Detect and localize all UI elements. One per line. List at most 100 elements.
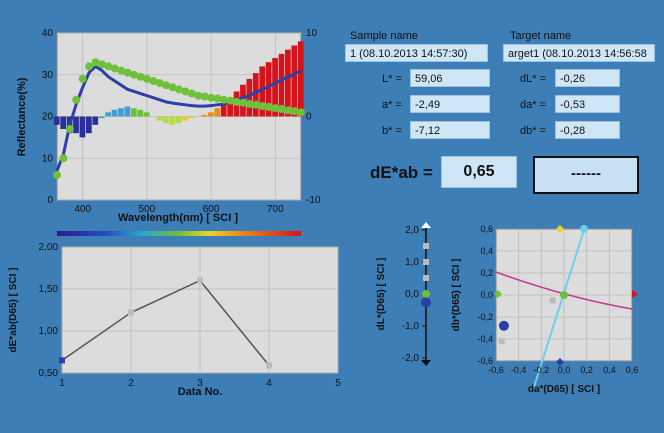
- sample-reflectance-point: [123, 68, 132, 77]
- dadb-grid: [496, 229, 632, 361]
- b-star-label: b* =: [382, 125, 402, 137]
- diff-bar: [285, 49, 291, 117]
- yellow-direction-marker: [556, 225, 564, 233]
- reflectance-y2tick: -10: [306, 195, 321, 206]
- sample-reflectance-point: [78, 74, 87, 83]
- target-reflectance-line: [55, 64, 302, 172]
- reflectance-y2tick: 10: [306, 28, 318, 39]
- dadb-xtick: -0,4: [511, 365, 527, 375]
- sample-reflectance-point: [252, 100, 261, 109]
- sample-reflectance-point: [194, 91, 203, 100]
- dE-history-chart: 1 2 3 4 5 0,50 1,00 1,50 2,00 Data No. dE*ab(D65…: [8, 242, 342, 398]
- dE-history-ytick: 1,00: [39, 326, 59, 337]
- sample-reflectance-point: [104, 62, 113, 71]
- dL-axis-chart: 2,0 1,0 0,0 -1,0 -2,0 dL*(D65) [ SCI ]: [376, 222, 431, 366]
- dE-history-ytick: 2,00: [39, 242, 59, 253]
- dadb-history-point: [549, 297, 556, 304]
- blue-direction-marker: [556, 358, 564, 366]
- sample-reflectance-point: [175, 85, 183, 94]
- dE-history-point: [128, 309, 134, 316]
- da-star-field: -0,53: [555, 95, 620, 113]
- sample-reflectance-point: [168, 83, 177, 92]
- sample-reflectance-point: [181, 87, 190, 96]
- dE-history-line: [61, 279, 270, 366]
- dE-history-xtick: 5: [335, 378, 341, 389]
- dE-history-xtick: 2: [128, 378, 134, 389]
- a-star-field: -2,49: [410, 95, 490, 113]
- diff-bar: [265, 62, 272, 117]
- dadb-xlabel: da*(D65) [ SCI ]: [528, 384, 600, 395]
- diff-bar: [182, 116, 189, 121]
- diff-bar: [272, 58, 278, 117]
- dL-bottom-arrow: [421, 360, 431, 366]
- dadb-markers: [498, 291, 568, 345]
- hue-line-end-marker: [580, 225, 588, 233]
- reflectance-ytick: 30: [42, 70, 54, 81]
- result-indicator: ------: [533, 156, 639, 194]
- dadb-history-point: [498, 338, 505, 345]
- sample-reflectance-point: [97, 60, 106, 69]
- diff-bar: [259, 66, 266, 117]
- diff-bar: [188, 116, 195, 119]
- reflectance-xtick: 400: [74, 204, 91, 215]
- reflectance-ylabel: Reflectance(%): [16, 77, 28, 156]
- dE-history-xtick: 4: [266, 378, 272, 389]
- dL-star-field: -0,26: [555, 69, 620, 87]
- sample-reflectance-point: [187, 89, 196, 98]
- diff-bar: [60, 116, 67, 130]
- dL-history-point: [423, 243, 429, 249]
- dE-history-point: [266, 362, 272, 369]
- dadb-tick-labels: -0,6 -0,4 -0,2 0,0 0,2 0,4 0,6 0,6 0,4 0,2 0,0 -0,2…: [477, 224, 638, 375]
- sample-reflectance-point: [149, 77, 158, 86]
- dE-history-ylabel: dE*ab(D65) [ SCI ]: [8, 267, 19, 352]
- reflectance-xtick: 500: [139, 204, 156, 215]
- diff-bar: [278, 53, 285, 117]
- dE-history-xtick: 3: [197, 378, 203, 389]
- dE-history-grid: [61, 246, 339, 374]
- diff-bar: [92, 116, 99, 125]
- diff-bar: [130, 108, 137, 117]
- sample-reflectance-point: [264, 102, 273, 111]
- sample-reflectance-point: [59, 154, 68, 163]
- dL-tick-label: -2,0: [402, 353, 420, 364]
- dE-history-point: [59, 357, 65, 364]
- sample-reflectance-point: [130, 70, 139, 79]
- dadb-ytick: 0,6: [480, 224, 493, 234]
- target-name-label: Target name: [510, 30, 572, 42]
- reflectance-y2tick: 0: [306, 112, 312, 123]
- diff-bar: [252, 73, 259, 117]
- hue-line: [533, 229, 585, 388]
- reflectance-ytick: 0: [47, 195, 53, 206]
- db-star-label: db* =: [520, 125, 546, 137]
- sample-reflectance-point: [200, 92, 209, 101]
- sample-reflectance-point: [271, 104, 280, 113]
- dL-tick-label: 1,0: [405, 257, 419, 268]
- dadb-xtick: 0,6: [626, 365, 639, 375]
- sample-reflectance-point: [207, 93, 216, 102]
- diff-bar: [118, 108, 124, 117]
- dadb-xtick: -0,2: [534, 365, 550, 375]
- sample-reflectance-point: [284, 106, 293, 115]
- sample-reflectance-point: [239, 98, 248, 107]
- reflectance-chart: 400 500 600 700 0 10 20 30 40 -10 0 10 Wavelength(n…: [16, 28, 321, 236]
- sample-name-field[interactable]: 1 (08.10.2013 14:57:30): [345, 44, 488, 62]
- dE-history-tick-labels: 1 2 3 4 5 0,50 1,00 1,50 2,00: [39, 242, 342, 389]
- diff-bar: [105, 112, 111, 117]
- dL-history-point: [423, 275, 429, 281]
- target-name-field[interactable]: arget1 (08.10.2013 14:56:58: [503, 44, 655, 62]
- dL-tick-label: 0,0: [405, 289, 419, 300]
- dadb-xtick: 0,2: [580, 365, 593, 375]
- diff-bar: [73, 116, 79, 134]
- reflectance-ytick: 10: [42, 153, 54, 164]
- L-star-field: 59,06: [410, 69, 490, 87]
- dL-current-point: [421, 297, 431, 308]
- dadb-ytick: -0,4: [477, 334, 493, 344]
- reflectance-tick-labels: 400 500 600 700 0 10 20 30 40 -10 0 10: [42, 28, 321, 215]
- sample-name-label: Sample name: [350, 30, 418, 42]
- sample-reflectance-point: [245, 99, 254, 108]
- diff-bar: [53, 116, 60, 125]
- dE-history-xlabel: Data No.: [178, 386, 223, 398]
- sample-reflectance-point: [85, 62, 94, 71]
- diff-bar: [246, 78, 253, 117]
- sample-reflectance-point: [258, 102, 267, 111]
